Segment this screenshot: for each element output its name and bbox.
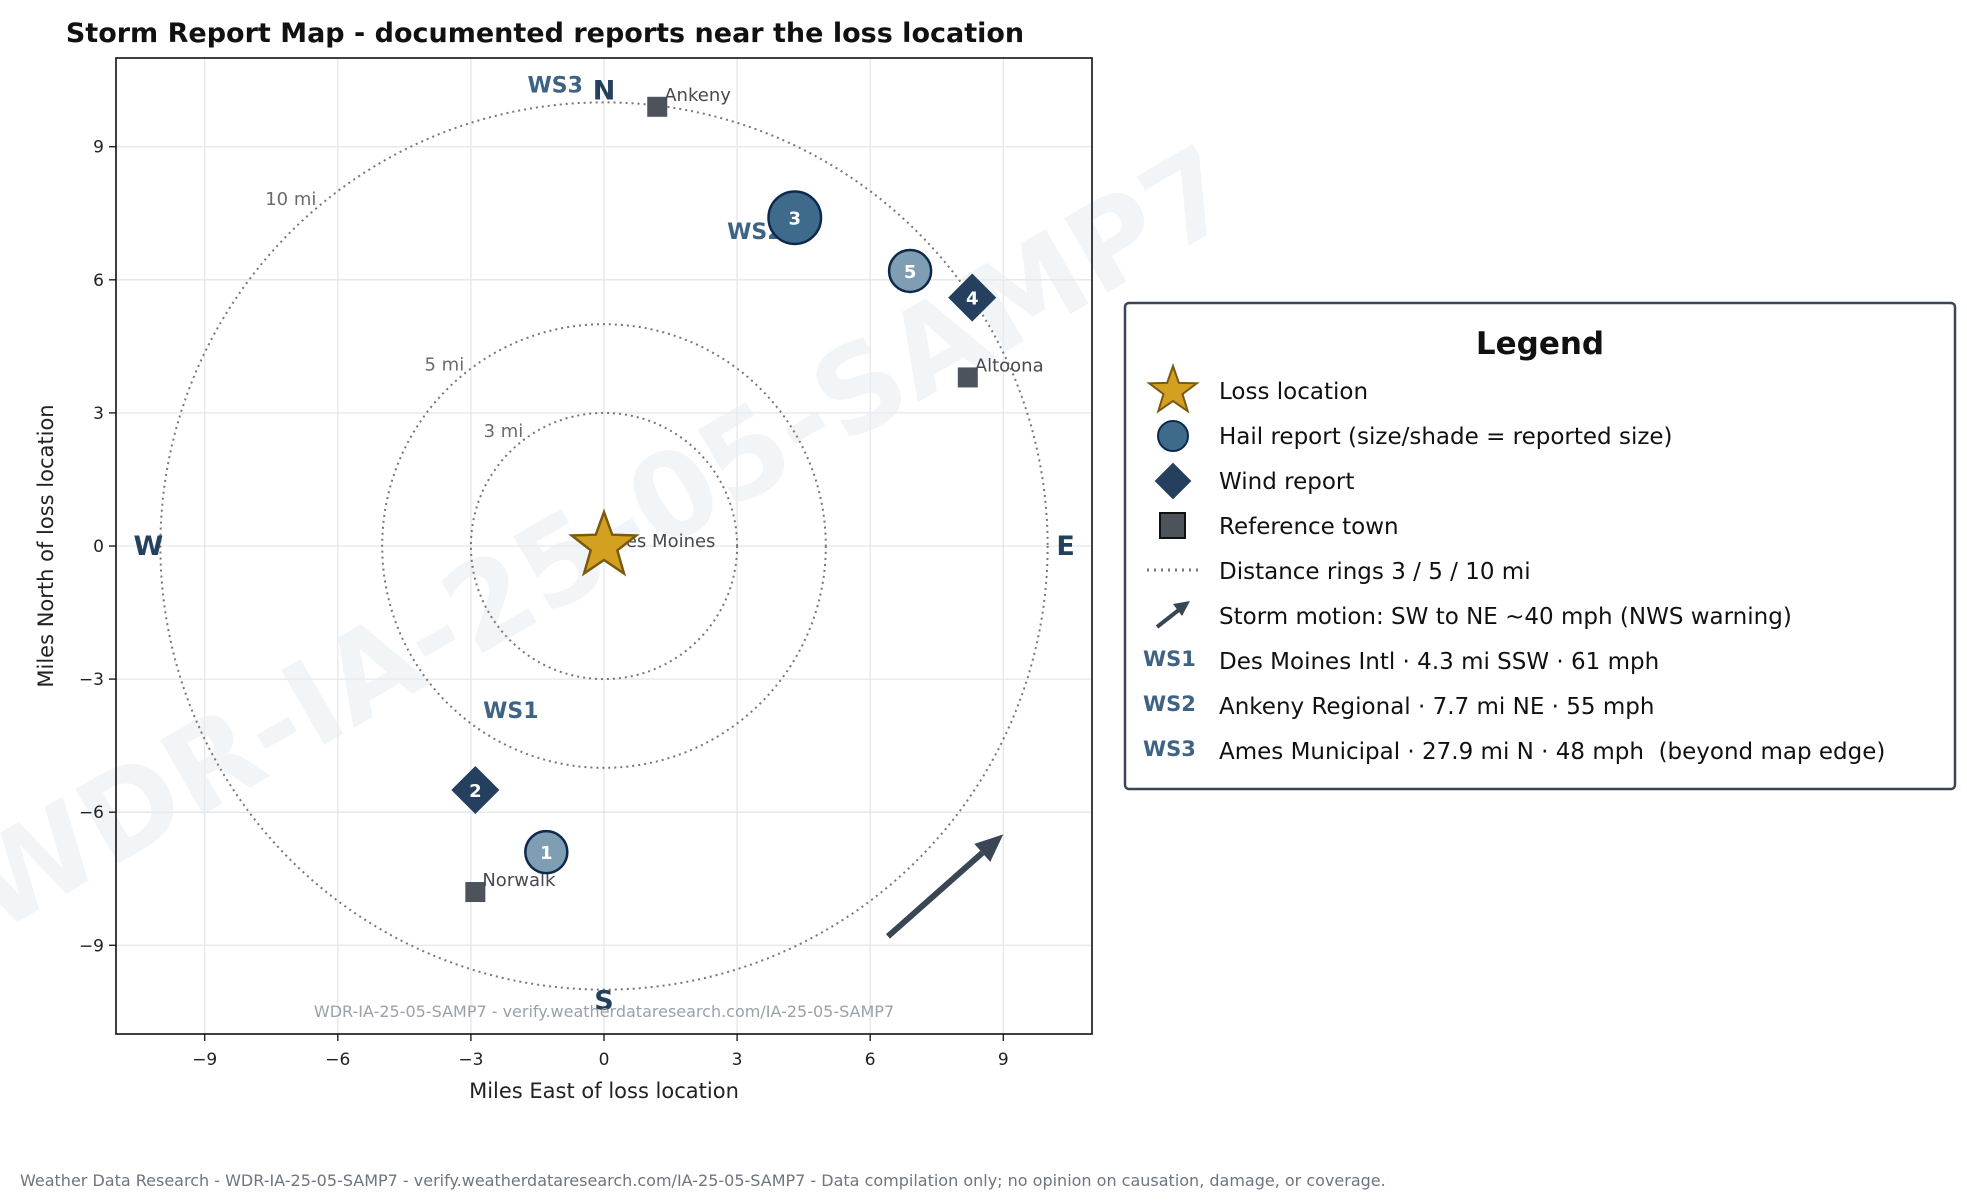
loss-location-star-icon bbox=[568, 508, 640, 577]
wind-report-number: 4 bbox=[966, 289, 979, 310]
x-axis-ticks: −9 −6 −3 0 3 6 9 bbox=[192, 1034, 1009, 1070]
distance-ring-5 bbox=[381, 323, 827, 769]
y-tick-label: −6 bbox=[79, 803, 104, 823]
legend-wind-icon bbox=[1154, 462, 1192, 500]
town-marker bbox=[647, 96, 668, 117]
legend-ws3: Ames Municipal · 27.9 mi N · 48 mph (bey… bbox=[1219, 739, 1885, 765]
compass-west: W bbox=[133, 531, 163, 562]
storm-motion-arrow bbox=[885, 834, 1004, 939]
x-tick-label: 0 bbox=[599, 1050, 610, 1070]
station-label: WS1 bbox=[483, 699, 538, 724]
footer-text: Weather Data Research - WDR-IA-25-05-SAM… bbox=[20, 1171, 1386, 1190]
x-tick-label: 3 bbox=[732, 1050, 743, 1070]
distance-rings: 3 mi 5 mi 10 mi bbox=[159, 101, 1049, 991]
distance-ring-3 bbox=[469, 411, 739, 681]
hail-report-marker bbox=[524, 829, 569, 875]
legend-motion: Storm motion: SW to NE ~40 mph (NWS warn… bbox=[1219, 604, 1792, 630]
storm-arrow-head bbox=[974, 834, 1004, 862]
x-tick-label: −9 bbox=[192, 1050, 217, 1070]
legend-ws3-tag: WS3 bbox=[1143, 737, 1196, 761]
hail-report-number: 1 bbox=[540, 843, 553, 864]
compass-south: S bbox=[594, 986, 613, 1017]
y-tick-label: 9 bbox=[93, 138, 104, 158]
legend-arrow-icon bbox=[1155, 601, 1190, 629]
wind-report-marker bbox=[451, 765, 500, 815]
compass-north: N bbox=[593, 75, 616, 106]
legend-town: Reference town bbox=[1219, 514, 1399, 540]
wind-report-marker bbox=[948, 273, 997, 322]
legend-ws2-tag: WS2 bbox=[1143, 692, 1196, 716]
hail-reports: 1 3 5 bbox=[524, 190, 933, 875]
y-tick-label: 3 bbox=[93, 404, 104, 424]
legend-title: Legend bbox=[1476, 326, 1604, 362]
x-axis-label: Miles East of loss location bbox=[469, 1079, 739, 1103]
legend-rings: Distance rings 3 / 5 / 10 mi bbox=[1219, 559, 1531, 585]
y-tick-label: −9 bbox=[79, 936, 104, 956]
town-label: Norwalk bbox=[482, 870, 556, 891]
chart-title: Storm Report Map - documented reports ne… bbox=[66, 18, 1024, 49]
y-axis-label: Miles North of loss location bbox=[34, 404, 58, 687]
hail-report-number: 3 bbox=[788, 209, 801, 230]
ring-label-5: 5 mi bbox=[424, 355, 464, 376]
legend-loss-location: Loss location bbox=[1219, 379, 1368, 405]
compass-labels: N S E W bbox=[133, 75, 1074, 1016]
distance-ring-10 bbox=[159, 101, 1049, 991]
legend-ws2: Ankeny Regional · 7.7 mi NE · 55 mph bbox=[1219, 694, 1654, 720]
loss-location-label: Des Moines bbox=[612, 531, 715, 552]
verify-text: WDR-IA-25-05-SAMP7 - verify.weatherdatar… bbox=[314, 1002, 894, 1021]
compass-east: E bbox=[1056, 531, 1074, 562]
hail-report-number: 5 bbox=[904, 262, 917, 283]
legend-ws1: Des Moines Intl · 4.3 mi SSW · 61 mph bbox=[1219, 649, 1659, 675]
legend-hail: Hail report (size/shade = reported size) bbox=[1219, 424, 1673, 450]
x-tick-label: 9 bbox=[998, 1050, 1009, 1070]
ring-label-3: 3 mi bbox=[484, 421, 524, 442]
x-tick-label: −3 bbox=[458, 1050, 483, 1070]
y-tick-label: 6 bbox=[93, 271, 104, 291]
wind-reports: 24 bbox=[451, 273, 997, 815]
x-tick-label: 6 bbox=[865, 1050, 876, 1070]
station-label: WS3 bbox=[527, 74, 582, 99]
legend: Legend Loss location Hail report (size/s… bbox=[1123, 301, 1957, 791]
ring-label-10: 10 mi bbox=[265, 189, 316, 210]
town-label: Altoona bbox=[975, 355, 1044, 376]
town-label: Ankeny bbox=[664, 85, 731, 106]
legend-box bbox=[1123, 301, 1957, 791]
hail-report-marker bbox=[767, 190, 823, 246]
legend-ws1-tag: WS1 bbox=[1143, 647, 1196, 671]
reference-towns: Ankeny Altoona Norwalk bbox=[465, 85, 1044, 903]
y-tick-label: −3 bbox=[79, 670, 104, 690]
storm-arrow-shaft bbox=[885, 850, 985, 939]
y-axis-ticks: −9 −6 −3 0 3 6 9 bbox=[79, 138, 116, 956]
hail-report-marker bbox=[887, 248, 933, 294]
legend-star-icon bbox=[1146, 362, 1200, 414]
y-tick-label: 0 bbox=[93, 537, 104, 557]
wind-report-number: 2 bbox=[469, 781, 482, 802]
legend-hail-icon bbox=[1157, 420, 1189, 452]
x-tick-label: −6 bbox=[325, 1050, 350, 1070]
legend-town-icon bbox=[1159, 512, 1186, 539]
legend-wind: Wind report bbox=[1219, 469, 1354, 495]
town-marker bbox=[957, 367, 978, 388]
town-marker bbox=[465, 882, 486, 903]
loss-location: Des Moines bbox=[568, 508, 715, 577]
